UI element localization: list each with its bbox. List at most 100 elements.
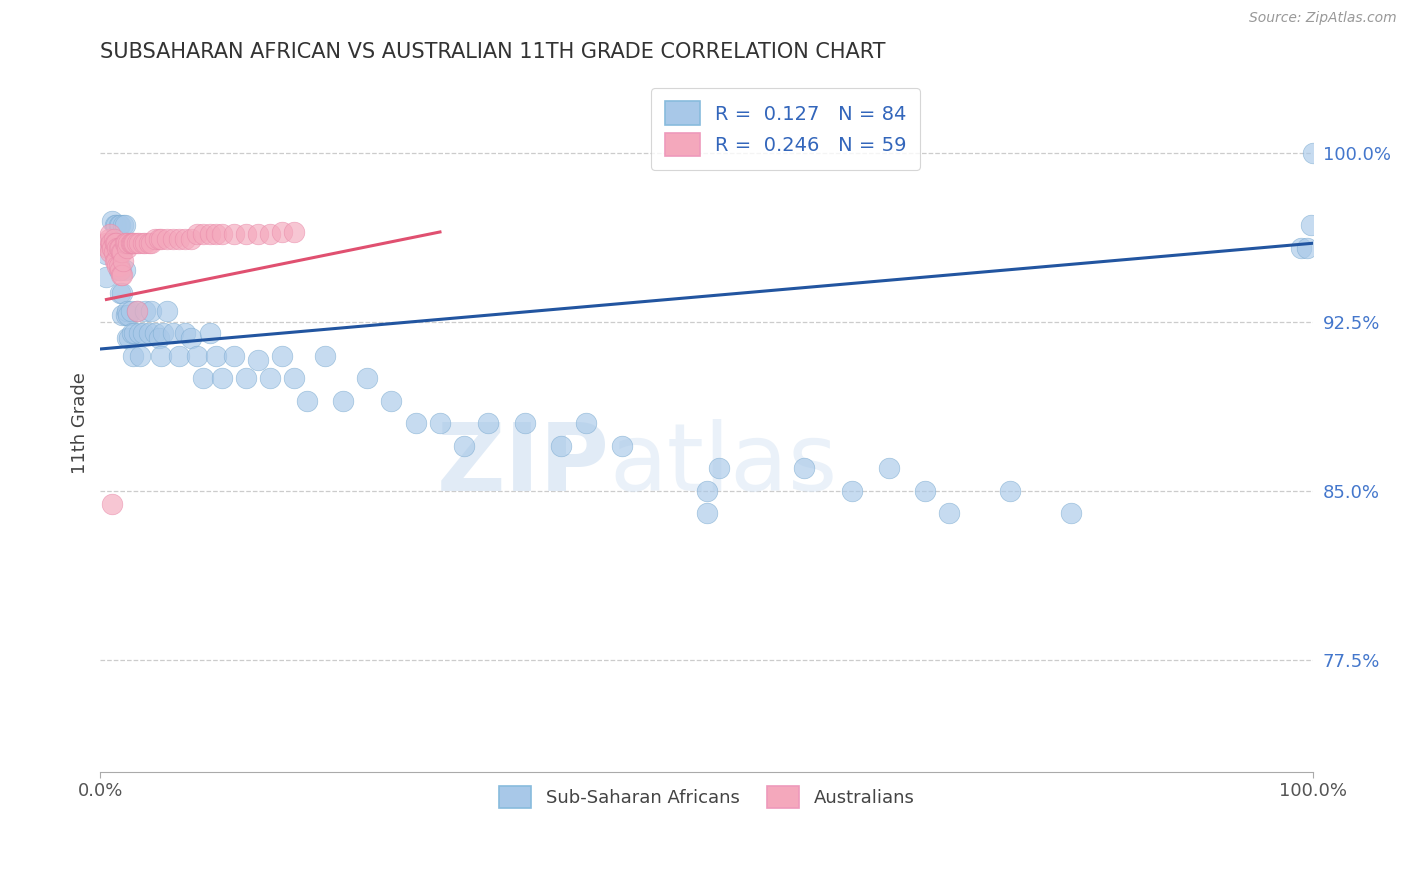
Point [105, 236, 128, 251]
Point [112, 254, 135, 268]
Point [914, 483, 936, 498]
Point [105, 241, 128, 255]
Point [114, 263, 136, 277]
Point [111, 245, 134, 260]
Point [1060, 506, 1083, 520]
Point [112, 218, 135, 232]
Point [271, 225, 294, 239]
Point [998, 483, 1021, 498]
Point [1302, 146, 1324, 161]
Point [117, 308, 139, 322]
Point [707, 461, 730, 475]
Point [513, 416, 536, 430]
Point [114, 308, 136, 322]
Point [104, 254, 127, 268]
Point [103, 245, 125, 260]
Point [134, 303, 156, 318]
Point [103, 232, 125, 246]
Point [120, 303, 142, 318]
Point [332, 393, 354, 408]
Point [235, 371, 257, 385]
Point [259, 227, 281, 242]
Point [118, 331, 141, 345]
Point [138, 326, 160, 341]
Point [128, 236, 150, 251]
Point [98, 227, 121, 242]
Point [125, 303, 148, 318]
Point [610, 439, 633, 453]
Point [115, 303, 138, 318]
Point [110, 263, 132, 277]
Point [247, 353, 270, 368]
Point [125, 303, 148, 318]
Point [174, 326, 197, 341]
Point [841, 483, 863, 498]
Point [111, 308, 134, 322]
Point [314, 349, 336, 363]
Point [107, 218, 129, 232]
Point [283, 371, 305, 385]
Point [122, 349, 145, 363]
Point [101, 497, 124, 511]
Point [107, 241, 129, 255]
Point [1299, 218, 1322, 232]
Text: Source: ZipAtlas.com: Source: ZipAtlas.com [1249, 11, 1396, 25]
Point [110, 268, 132, 282]
Point [877, 461, 900, 475]
Point [108, 263, 131, 277]
Point [121, 326, 143, 341]
Point [550, 439, 572, 453]
Point [429, 416, 451, 430]
Point [110, 241, 132, 255]
Point [1296, 241, 1319, 255]
Point [162, 326, 184, 341]
Point [108, 241, 131, 255]
Point [283, 225, 305, 239]
Point [128, 326, 150, 341]
Point [186, 349, 208, 363]
Point [186, 227, 208, 242]
Point [271, 349, 294, 363]
Point [96, 236, 118, 251]
Point [150, 232, 173, 246]
Point [696, 483, 718, 498]
Point [104, 236, 127, 251]
Point [96, 270, 118, 285]
Point [259, 371, 281, 385]
Point [235, 227, 257, 242]
Point [98, 245, 121, 260]
Point [143, 232, 166, 246]
Legend: Sub-Saharan Africans, Australians: Sub-Saharan Africans, Australians [492, 779, 922, 815]
Point [115, 331, 138, 345]
Point [167, 349, 190, 363]
Text: ZIP: ZIP [437, 419, 610, 511]
Point [107, 259, 129, 273]
Point [114, 218, 136, 232]
Point [114, 236, 136, 251]
Point [110, 245, 132, 260]
Point [132, 236, 155, 251]
Point [204, 349, 226, 363]
Point [148, 232, 170, 246]
Point [124, 326, 146, 341]
Point [125, 236, 148, 251]
Point [129, 349, 152, 363]
Point [222, 227, 245, 242]
Point [204, 227, 226, 242]
Point [101, 213, 124, 227]
Point [1289, 241, 1312, 255]
Point [100, 236, 122, 251]
Point [134, 236, 156, 251]
Point [141, 236, 163, 251]
Point [143, 326, 166, 341]
Point [193, 371, 215, 385]
Point [793, 461, 815, 475]
Point [117, 236, 139, 251]
Point [156, 232, 179, 246]
Point [141, 303, 163, 318]
Point [98, 236, 121, 251]
Point [162, 232, 184, 246]
Point [107, 263, 129, 277]
Point [156, 303, 179, 318]
Point [696, 506, 718, 520]
